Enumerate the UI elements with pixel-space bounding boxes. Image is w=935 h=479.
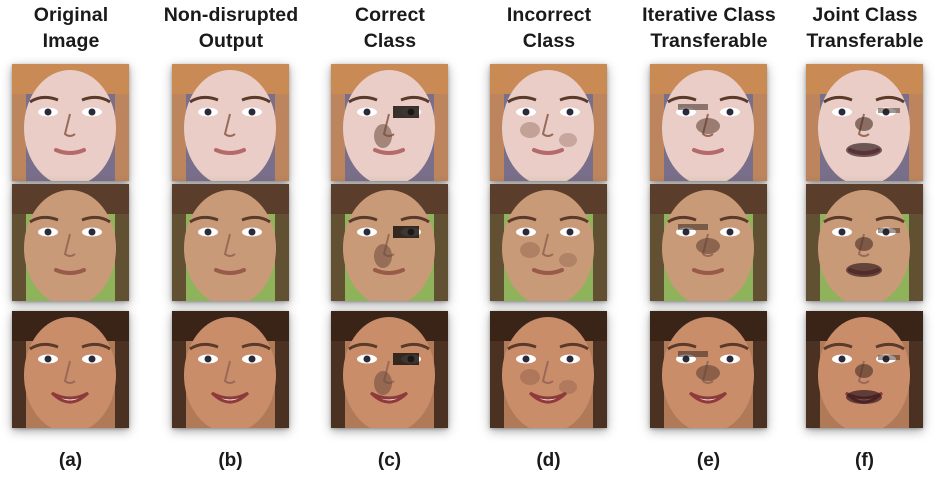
face-image-woman-auburn-hair — [650, 64, 767, 181]
column-header: Non-disrupted Output — [146, 2, 316, 54]
column-title-line2: Class — [522, 30, 576, 52]
face-image-woman-dark-hair-smiling — [12, 311, 129, 428]
column-title-line1: Iterative Class — [642, 4, 776, 26]
face-image-woman-auburn-hair — [12, 64, 129, 181]
panel-caption: (c) — [377, 450, 402, 471]
face-image-man-short-hair — [172, 184, 289, 301]
face-image-woman-auburn-hair — [172, 64, 289, 181]
column-header: Incorrect Class — [464, 2, 634, 54]
panel-caption: (d) — [536, 450, 561, 471]
face-image-woman-dark-hair-smiling — [806, 311, 923, 428]
column-header: Correct Class — [305, 2, 475, 54]
face-image-woman-dark-hair-smiling — [490, 311, 607, 428]
face-image-woman-auburn-hair — [806, 64, 923, 181]
column-title-line1: Non-disrupted — [163, 4, 299, 26]
column-title-line1: Incorrect — [506, 4, 592, 26]
column-title-line1: Joint Class — [812, 4, 918, 26]
column-header: Iterative Class Transferable — [624, 2, 794, 54]
face-image-woman-dark-hair-smiling — [172, 311, 289, 428]
column-title-line1: Original — [33, 4, 109, 26]
face-image-woman-auburn-hair — [331, 64, 448, 181]
face-image-man-short-hair — [12, 184, 129, 301]
panel-caption: (e) — [696, 450, 721, 471]
column-title-line1: Correct — [354, 4, 426, 26]
face-image-woman-auburn-hair — [490, 64, 607, 181]
face-image-man-short-hair — [806, 184, 923, 301]
panel-caption: (a) — [58, 450, 83, 471]
face-image-man-short-hair — [331, 184, 448, 301]
panel-caption: (f) — [855, 450, 874, 471]
panel-caption: (b) — [218, 450, 243, 471]
column-title-line2: Class — [363, 30, 417, 52]
column-header: Joint Class Transferable — [780, 2, 935, 54]
column-title-line2: Transferable — [650, 30, 768, 52]
column-title-line2: Image — [42, 30, 100, 52]
face-image-woman-dark-hair-smiling — [650, 311, 767, 428]
column-header: Original Image — [0, 2, 156, 54]
column-title-line2: Transferable — [806, 30, 924, 52]
face-image-woman-dark-hair-smiling — [331, 311, 448, 428]
face-image-man-short-hair — [650, 184, 767, 301]
column-title-line2: Output — [198, 30, 264, 52]
face-image-man-short-hair — [490, 184, 607, 301]
